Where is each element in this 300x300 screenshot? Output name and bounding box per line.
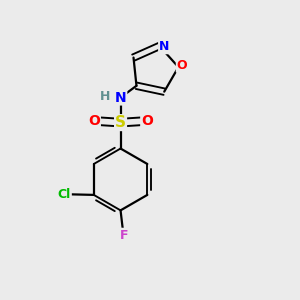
Text: N: N bbox=[115, 91, 126, 105]
Text: F: F bbox=[120, 229, 128, 242]
Text: N: N bbox=[159, 40, 169, 53]
Text: Cl: Cl bbox=[58, 188, 71, 201]
Text: H: H bbox=[100, 90, 110, 103]
Text: S: S bbox=[115, 115, 126, 130]
Text: O: O bbox=[141, 114, 153, 128]
Text: O: O bbox=[177, 59, 187, 72]
Text: O: O bbox=[88, 114, 100, 128]
